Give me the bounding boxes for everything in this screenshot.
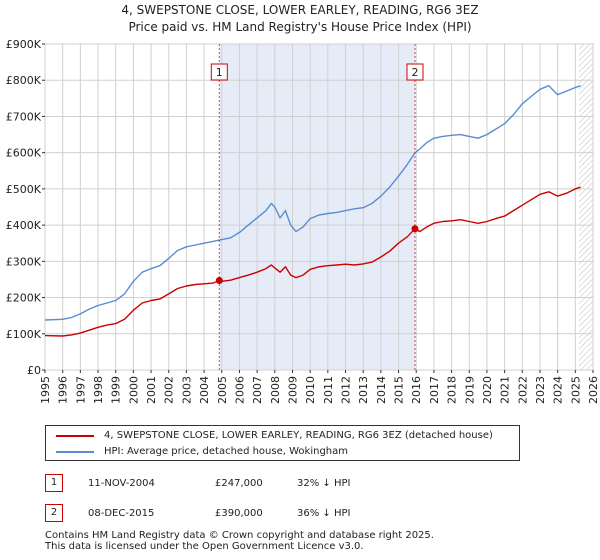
- transaction-date: 08-DEC-2015: [88, 508, 155, 519]
- series-layer: [44, 85, 581, 337]
- x-tick-label: 2000: [127, 376, 140, 404]
- x-tick-label: 2018: [446, 376, 459, 404]
- y-tick-label: £100K: [6, 328, 42, 341]
- x-tick-label: 2005: [216, 376, 229, 404]
- x-tick-label: 2006: [233, 376, 246, 404]
- x-tick-label: 2025: [569, 376, 582, 404]
- x-tick-label: 1999: [110, 376, 123, 404]
- x-tick-label: 2017: [428, 376, 441, 404]
- transaction-marker-label: 2: [411, 66, 418, 79]
- x-tick-label: 1998: [92, 376, 105, 404]
- y-tick-label: £200K: [6, 292, 42, 305]
- projection-hatch: [578, 44, 593, 370]
- transaction-date: 11-NOV-2004: [88, 478, 155, 489]
- x-tick-label: 2002: [163, 376, 176, 404]
- legend-swatch-hpi: [56, 451, 94, 453]
- transaction-number-badge: 1: [45, 474, 63, 492]
- x-tick-label: 2001: [145, 376, 158, 404]
- y-tick-label: £600K: [6, 147, 42, 160]
- x-tick-label: 1997: [74, 376, 87, 404]
- transaction-marker-box: [406, 63, 424, 81]
- transaction-marker-label: 1: [216, 66, 223, 79]
- x-tick-label: 2016: [410, 376, 423, 404]
- transaction-price: £247,000: [215, 478, 263, 489]
- legend-item-property: 4, SWEPSTONE CLOSE, LOWER EARLEY, READIN…: [56, 429, 493, 443]
- x-tick-label: 2011: [322, 376, 335, 404]
- price-chart: 4, SWEPSTONE CLOSE, LOWER EARLEY, READIN…: [6, 3, 600, 404]
- legend-label-property: 4, SWEPSTONE CLOSE, LOWER EARLEY, READIN…: [104, 430, 493, 441]
- legend-item-hpi: HPI: Average price, detached house, Woki…: [56, 445, 348, 459]
- y-tick-label: £800K: [6, 74, 42, 87]
- transaction-point: [411, 225, 419, 233]
- y-tick-label: £300K: [6, 255, 42, 268]
- x-tick-label: 2008: [269, 376, 282, 404]
- legend: 4, SWEPSTONE CLOSE, LOWER EARLEY, READIN…: [45, 425, 520, 461]
- x-tick-label: 2013: [357, 376, 370, 404]
- x-tick-label: 2009: [286, 376, 299, 404]
- footer-copyright: Contains HM Land Registry data © Crown c…: [45, 530, 434, 541]
- x-axis: 1995 1996 1997 1998 1999 2000 2001 2002 2003 2004…: [39, 370, 600, 404]
- y-tick-label: £0: [27, 364, 41, 377]
- x-tick-label: 1996: [57, 376, 70, 404]
- y-tick-label: £500K: [6, 183, 42, 196]
- x-tick-label: 2023: [534, 376, 547, 404]
- footer: Contains HM Land Registry data © Crown c…: [45, 530, 434, 552]
- legend-swatch-property: [56, 435, 94, 437]
- transaction-marker-box: [210, 63, 228, 81]
- x-tick-label: 2014: [375, 376, 388, 404]
- x-tick-label: 2024: [552, 376, 565, 404]
- x-tick-label: 2022: [516, 376, 529, 404]
- x-tick-label: 2019: [463, 376, 476, 404]
- x-tick-label: 2012: [340, 376, 353, 404]
- x-tick-label: 2003: [180, 376, 193, 404]
- series-line-property: [44, 186, 581, 337]
- x-tick-label: 1995: [39, 376, 52, 404]
- y-tick-label: £400K: [6, 219, 42, 232]
- x-tick-label: 2007: [251, 376, 264, 404]
- transaction-number-badge: 2: [45, 504, 63, 522]
- x-tick-label: 2020: [481, 376, 494, 404]
- x-tick-label: 2021: [499, 376, 512, 404]
- chart-title-line1: 4, SWEPSTONE CLOSE, LOWER EARLEY, READIN…: [121, 3, 478, 17]
- y-axis: £0 £100K £200K £300K £400K £500K £600K £700K £80…: [6, 38, 45, 377]
- legend-label-hpi: HPI: Average price, detached house, Woki…: [104, 446, 348, 457]
- plot-background: [44, 43, 594, 371]
- footer-licence: This data is licensed under the Open Gov…: [45, 541, 364, 552]
- x-tick-label: 2004: [198, 376, 211, 404]
- grid-lines: [44, 43, 594, 371]
- x-tick-label: 2015: [393, 376, 406, 404]
- chart-title-line2: Price paid vs. HM Land Registry's House …: [128, 20, 471, 34]
- transaction-hpi-diff: 32% ↓ HPI: [297, 478, 351, 489]
- transaction-price: £390,000: [215, 508, 263, 519]
- series-line-hpi: [44, 85, 581, 321]
- x-tick-label: 2026: [587, 376, 600, 404]
- y-tick-label: £900K: [6, 38, 42, 51]
- transaction-hpi-diff: 36% ↓ HPI: [297, 508, 351, 519]
- transaction-point: [215, 277, 223, 285]
- ownership-period-shade: [219, 44, 415, 370]
- y-tick-label: £700K: [6, 110, 42, 123]
- x-tick-label: 2010: [304, 376, 317, 404]
